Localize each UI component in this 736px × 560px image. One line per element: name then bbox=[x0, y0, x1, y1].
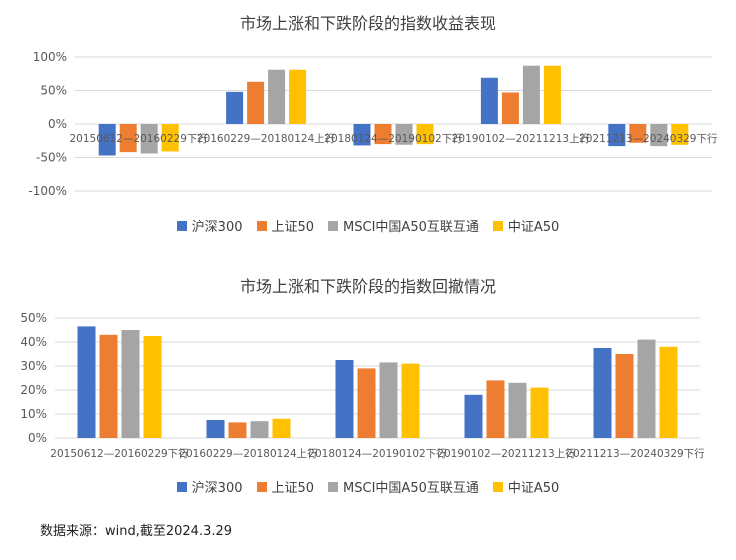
bar bbox=[615, 354, 634, 438]
x-tick-label: 20190102—20211213上行 bbox=[437, 447, 576, 460]
bar bbox=[140, 124, 158, 154]
bar bbox=[161, 124, 179, 152]
bar bbox=[335, 360, 354, 438]
bar bbox=[121, 330, 140, 438]
y-tick-label: 10% bbox=[20, 407, 47, 421]
x-tick-label: 20160229—20180124上行 bbox=[179, 447, 318, 460]
legend-swatch bbox=[176, 220, 187, 231]
bar bbox=[501, 92, 519, 124]
x-tick-label: 20211213—20240329下行 bbox=[579, 132, 718, 145]
bar bbox=[464, 394, 483, 438]
bar bbox=[228, 422, 247, 438]
bar bbox=[289, 69, 307, 124]
bar bbox=[379, 362, 398, 438]
legend-label: MSCI中国A50互联互通 bbox=[343, 220, 479, 235]
bar bbox=[395, 124, 413, 145]
legend-item: 中证A50 bbox=[492, 477, 560, 496]
y-tick-label: 0% bbox=[48, 117, 67, 131]
x-tick-label: 20180124—20190102下行 bbox=[324, 132, 463, 145]
legend-item: 沪深300 bbox=[176, 216, 243, 235]
x-tick-label: 20150612—20160229下行 bbox=[70, 132, 209, 145]
bar bbox=[98, 124, 116, 156]
bar bbox=[637, 339, 656, 438]
bar bbox=[119, 124, 137, 153]
legend: 沪深300 上证50 MSCI中国A50互联互通 中证A50 bbox=[0, 216, 736, 235]
legend-swatch bbox=[176, 481, 187, 492]
x-tick-label: 20160229—20180124上行 bbox=[197, 132, 336, 145]
bar bbox=[357, 368, 376, 438]
y-tick-label: 100% bbox=[33, 50, 67, 64]
legend-swatch bbox=[328, 481, 339, 492]
source-note: 数据来源：wind,截至2024.3.29 bbox=[40, 524, 233, 539]
x-tick-label: 20180124—20190102下行 bbox=[308, 447, 447, 460]
x-tick-label: 20211213—20240329下行 bbox=[566, 447, 705, 460]
bar bbox=[508, 382, 527, 438]
bar bbox=[629, 124, 647, 143]
return-chart: 市场上涨和下跌阶段的指数收益表现 100% 50% 0% -50% -100% 20150… bbox=[0, 0, 736, 245]
legend-item: 中证A50 bbox=[492, 216, 560, 235]
legend-swatch bbox=[492, 481, 503, 492]
legend-label: 沪深300 bbox=[191, 481, 243, 496]
drawdown-chart-plot: 50% 40% 30% 20% 10% 0%20150612—20160229下行2016… bbox=[20, 311, 705, 460]
bar bbox=[530, 387, 549, 438]
legend-label: 中证A50 bbox=[507, 481, 560, 496]
y-tick-label: 30% bbox=[20, 359, 47, 373]
bar bbox=[486, 380, 505, 438]
legend-label: 上证50 bbox=[271, 481, 315, 496]
y-tick-label: 20% bbox=[20, 383, 47, 397]
bar bbox=[480, 77, 498, 124]
bar bbox=[401, 363, 420, 438]
legend-item: MSCI中国A50互联互通 bbox=[328, 216, 479, 235]
legend-item: 上证50 bbox=[256, 216, 315, 235]
y-tick-label: -50% bbox=[36, 151, 67, 165]
y-tick-label: 0% bbox=[28, 431, 47, 445]
legend: 沪深300 上证50 MSCI中国A50互联互通 中证A50 bbox=[0, 477, 736, 496]
bar bbox=[206, 420, 225, 438]
bar bbox=[650, 124, 668, 147]
bar bbox=[671, 124, 689, 145]
bar bbox=[250, 421, 269, 438]
bar bbox=[77, 326, 96, 438]
bar bbox=[593, 348, 612, 438]
legend-swatch bbox=[328, 220, 339, 231]
chart-title: 市场上涨和下跌阶段的指数收益表现 bbox=[239, 14, 496, 33]
bar bbox=[659, 346, 678, 438]
chart-title: 市场上涨和下跌阶段的指数回撤情况 bbox=[239, 277, 496, 296]
bar bbox=[268, 69, 286, 124]
bar bbox=[247, 81, 265, 124]
legend-label: MSCI中国A50互联互通 bbox=[343, 481, 479, 496]
bar bbox=[374, 124, 392, 145]
legend-swatch bbox=[492, 220, 503, 231]
legend-swatch bbox=[256, 481, 267, 492]
drawdown-chart: 市场上涨和下跌阶段的指数回撤情况 50% 40% 30% 20% 10% 0% 201506… bbox=[0, 265, 736, 500]
y-tick-label: 50% bbox=[20, 311, 47, 325]
bar bbox=[226, 91, 244, 124]
legend-swatch bbox=[256, 220, 267, 231]
bar bbox=[608, 124, 626, 147]
legend-label: 沪深300 bbox=[191, 220, 243, 235]
legend-item: 沪深300 bbox=[176, 477, 243, 496]
y-tick-label: -100% bbox=[28, 184, 67, 198]
x-tick-label: 20190102—20211213上行 bbox=[452, 132, 591, 145]
bar bbox=[353, 124, 371, 146]
legend-label: 中证A50 bbox=[507, 220, 560, 235]
legend-item: 上证50 bbox=[256, 477, 315, 496]
return-chart-plot: 100%50%0%-50%-100%20150612—20160229下行201… bbox=[28, 50, 718, 198]
bar bbox=[416, 124, 434, 145]
legend-label: 上证50 bbox=[271, 220, 315, 235]
bar bbox=[99, 334, 118, 438]
legend-item: MSCI中国A50互联互通 bbox=[328, 477, 479, 496]
y-tick-label: 50% bbox=[40, 84, 67, 98]
bar bbox=[543, 65, 561, 124]
bar bbox=[143, 336, 162, 438]
y-tick-label: 40% bbox=[20, 335, 47, 349]
x-tick-label: 20150612—20160229下行 bbox=[50, 447, 189, 460]
bar bbox=[522, 65, 540, 124]
bar bbox=[272, 418, 291, 438]
